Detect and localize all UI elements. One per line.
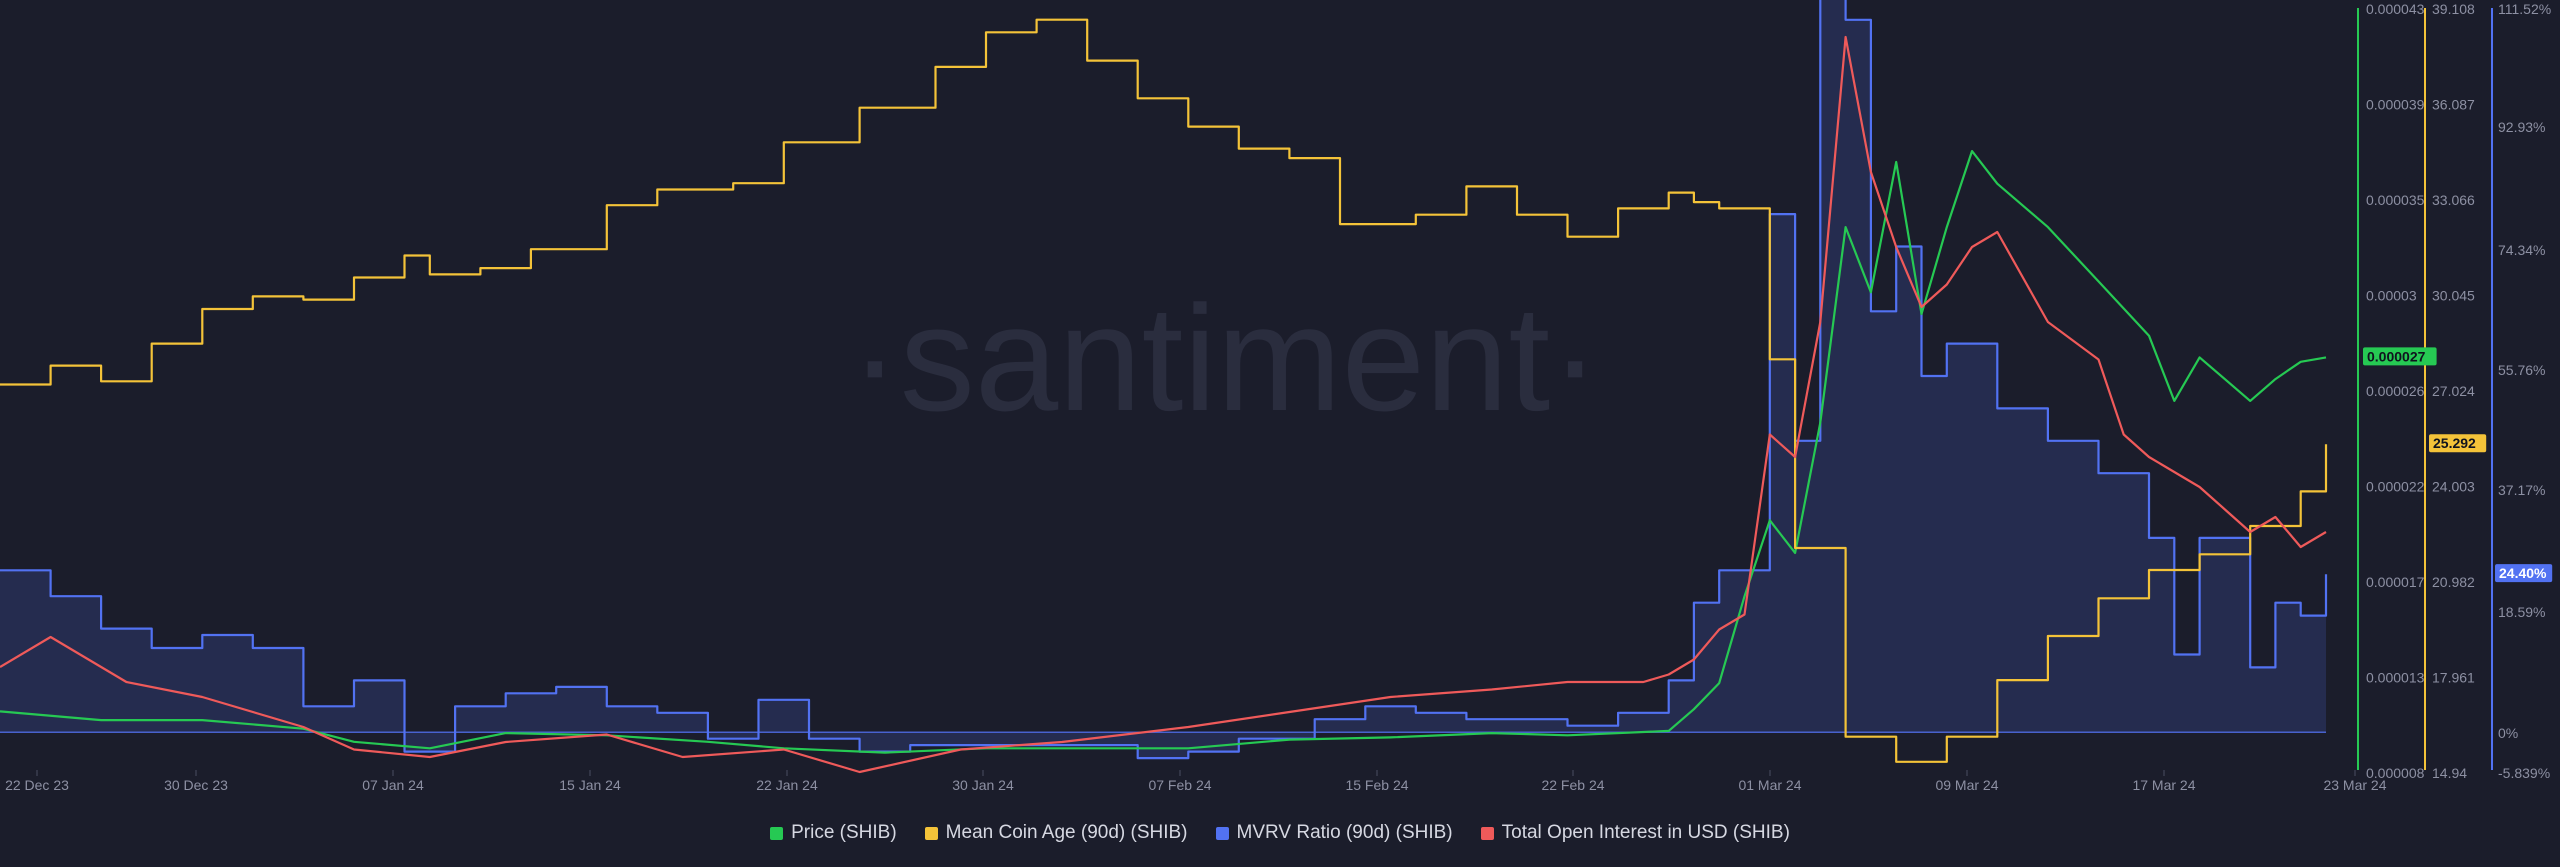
coin_age-tick-label: 20.982	[2432, 574, 2475, 590]
legend-item-mvrv[interactable]: MVRV Ratio (90d) (SHIB)	[1215, 822, 1453, 844]
series-mvrv-ratio-90d-shib-line	[0, 0, 2328, 760]
x-tick-label: 09 Mar 24	[1935, 777, 1998, 793]
x-tick-label: 22 Dec 23	[5, 777, 69, 793]
price-tick-label: 0.00003	[2366, 288, 2417, 304]
price-current-badge: 0.000027	[2367, 348, 2426, 364]
coin_age-tick-label: 39.108	[2432, 1, 2475, 17]
coin_age-tick-label: 36.087	[2432, 97, 2475, 113]
x-tick-label: 17 Mar 24	[2132, 777, 2195, 793]
mvrv-tick-label: 55.76%	[2498, 362, 2545, 378]
x-tick-label: 07 Feb 24	[1148, 777, 1211, 793]
coin_age-tick-label: 33.066	[2432, 192, 2475, 208]
price-tick-label: 0.000026	[2366, 383, 2425, 399]
x-tick-label: 15 Feb 24	[1345, 777, 1408, 793]
x-tick-label: 22 Feb 24	[1541, 777, 1604, 793]
x-tick-label: 22 Jan 24	[756, 777, 818, 793]
legend-label-mvrv: MVRV Ratio (90d) (SHIB)	[1236, 822, 1453, 843]
legend-label-price: Price (SHIB)	[791, 822, 897, 843]
legend-swatch-coin-age	[924, 826, 938, 840]
mvrv-tick-label: 18.59%	[2498, 604, 2545, 620]
x-tick-label: 30 Jan 24	[952, 777, 1014, 793]
price-current-badge-bg	[2363, 347, 2437, 366]
series-price-shib-line	[0, 150, 2327, 754]
coin_age-tick-label: 27.024	[2432, 383, 2475, 399]
mvrv-tick-label: 74.34%	[2498, 242, 2545, 258]
legend-label-open-interest: Total Open Interest in USD (SHIB)	[1501, 822, 1790, 843]
santiment-watermark: ·santiment·	[850, 274, 1600, 442]
x-tick-label: 07 Jan 24	[362, 777, 424, 793]
mvrv-tick-label: 0%	[2498, 725, 2518, 741]
series-total-open-interest-in-usd-shib-line	[0, 35, 2327, 774]
coin_age-tick-label: 24.003	[2432, 479, 2475, 495]
coin-age-current-badge-bg	[2429, 434, 2487, 453]
x-tick-label: 15 Jan 24	[559, 777, 621, 793]
price-tick-label: 0.000008	[2366, 765, 2425, 781]
x-tick-label: 23 Mar 24	[2323, 777, 2386, 793]
legend-swatch-mvrv	[1215, 826, 1229, 840]
mvrv-tick-label: 92.93%	[2498, 119, 2545, 135]
mvrv-current-badge: 24.40%	[2499, 565, 2547, 581]
legend-item-coin-age[interactable]: Mean Coin Age (90d) (SHIB)	[924, 822, 1188, 844]
coin_age-tick-label: 17.961	[2432, 670, 2475, 686]
mvrv-current-badge-bg	[2495, 564, 2553, 583]
price-tick-label: 0.000022	[2366, 479, 2425, 495]
x-tick-label: 30 Dec 23	[164, 777, 228, 793]
coin_age-tick-label: 14.94	[2432, 765, 2467, 781]
price-tick-label: 0.000043	[2366, 1, 2425, 17]
price-tick-label: 0.000039	[2366, 97, 2425, 113]
legend-label-coin-age: Mean Coin Age (90d) (SHIB)	[945, 822, 1188, 843]
legend-swatch-price	[770, 826, 784, 840]
legend-item-price[interactable]: Price (SHIB)	[770, 822, 897, 844]
legend-swatch-open-interest	[1480, 826, 1494, 840]
legend: Price (SHIB) Mean Coin Age (90d) (SHIB) …	[0, 818, 2560, 848]
mvrv-tick-label: 111.52%	[2498, 1, 2551, 17]
x-tick-label: 01 Mar 24	[1738, 777, 1801, 793]
series-mean-coin-age-90d-shib-line	[0, 18, 2328, 763]
price-tick-label: 0.000035	[2366, 192, 2425, 208]
price-tick-label: 0.000017	[2366, 574, 2425, 590]
coin_age-tick-label: 30.045	[2432, 288, 2475, 304]
mvrv-tick-label: 37.17%	[2498, 482, 2545, 498]
price-tick-label: 0.000013	[2366, 670, 2425, 686]
coin-age-current-badge: 25.292	[2433, 435, 2476, 451]
mvrv-tick-label: -5.839%	[2498, 765, 2550, 781]
series-mvrv-ratio-90d-shib-area	[0, 0, 2326, 759]
legend-item-open-interest[interactable]: Total Open Interest in USD (SHIB)	[1480, 822, 1790, 844]
